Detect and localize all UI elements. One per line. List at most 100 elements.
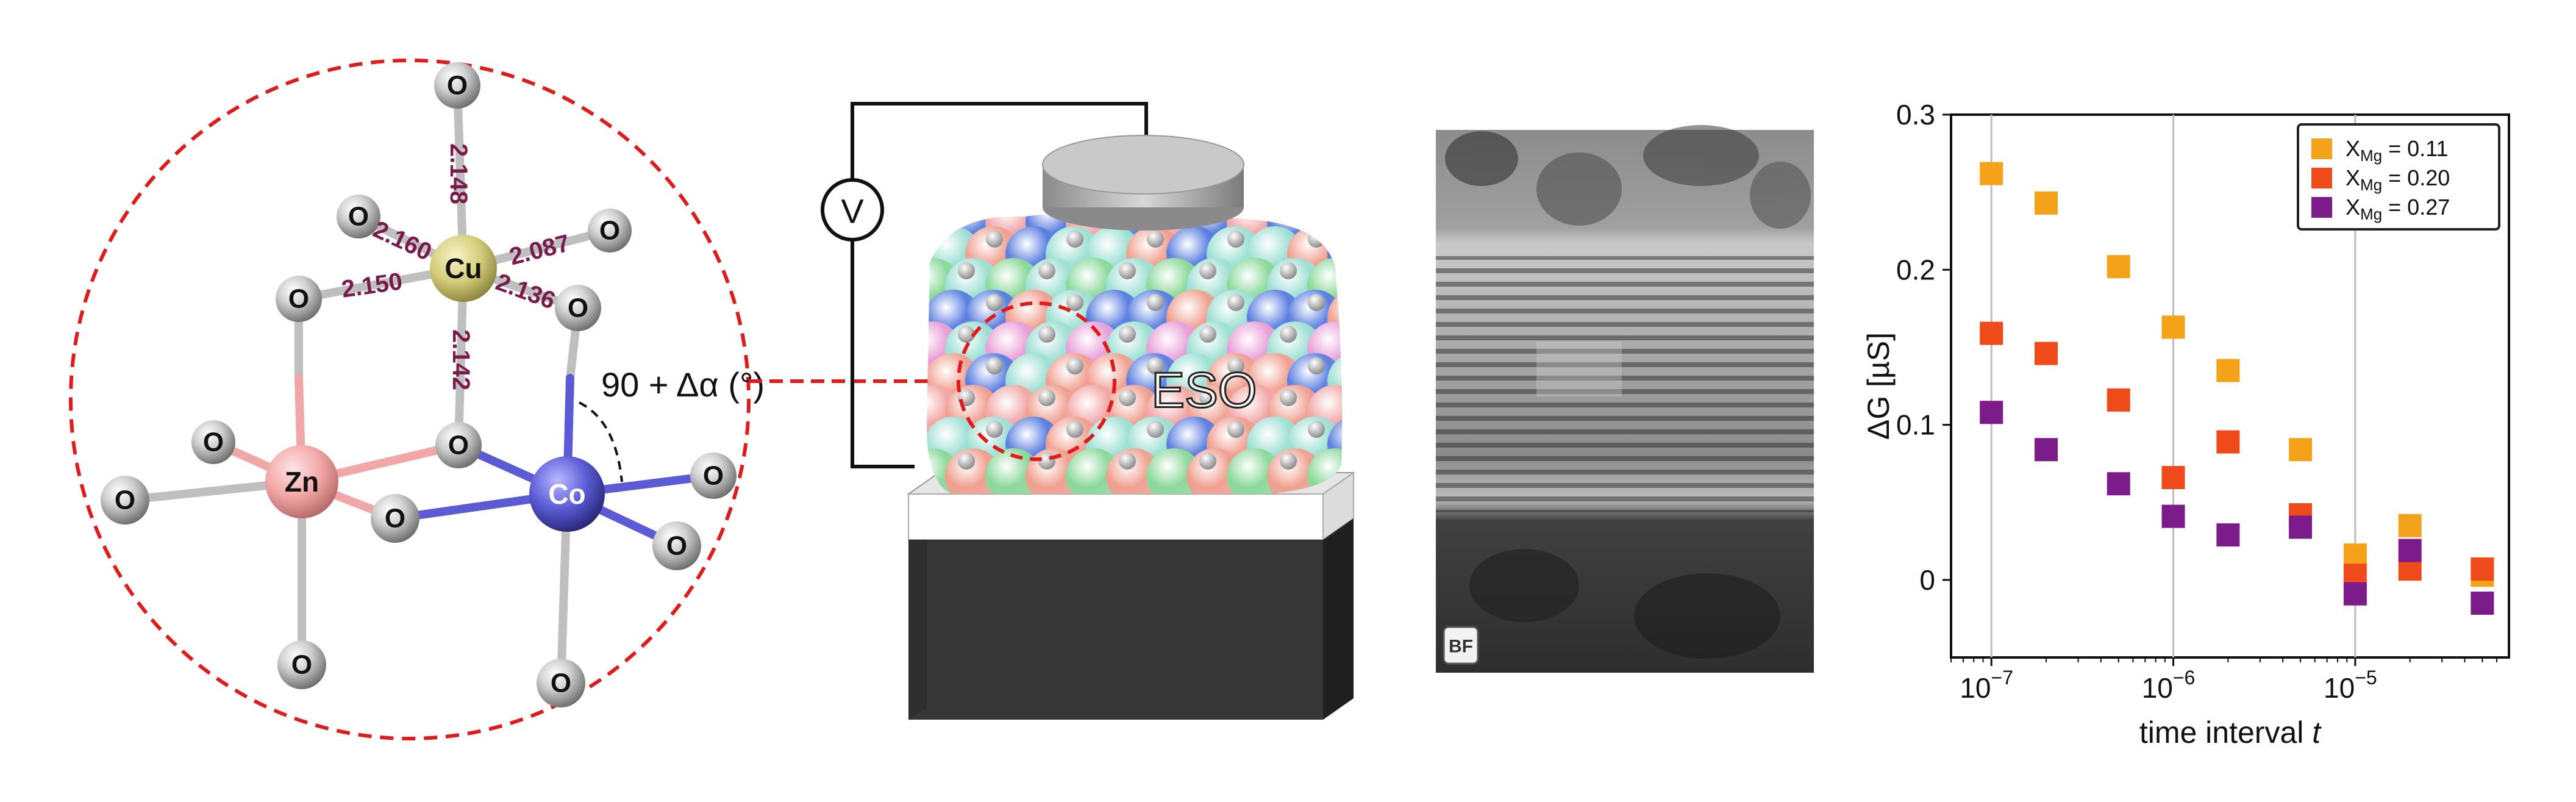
x-tick-label: 10−5 xyxy=(2324,667,2377,704)
oxygen-sphere xyxy=(1308,357,1325,374)
oxygen-atom: O xyxy=(588,209,632,252)
data-point-series-2 xyxy=(2034,342,2058,365)
oxygen-sphere xyxy=(1066,357,1083,374)
svg-text:O: O xyxy=(448,431,469,460)
oxygen-sphere xyxy=(1280,262,1297,279)
material-label: ESO xyxy=(1151,363,1257,418)
bond-length-label: 2.148 xyxy=(445,143,472,204)
lattice-sphere xyxy=(1327,226,1343,282)
data-point-series-2 xyxy=(2161,466,2185,490)
data-point-series-1 xyxy=(1980,162,2003,185)
lattice-sphere xyxy=(1066,448,1122,494)
svg-text:O: O xyxy=(385,504,405,534)
oxygen-atoms: O O O O O O O O O O O O O xyxy=(101,62,737,707)
oxygen-sphere xyxy=(958,262,975,279)
oxygen-sphere xyxy=(1147,357,1164,374)
oxygen-sphere xyxy=(1119,453,1136,470)
oxygen-atom: O xyxy=(434,62,480,109)
data-point-series-3 xyxy=(2471,592,2494,615)
svg-text:O: O xyxy=(115,485,135,515)
angle-label: 90 + Δα (°) xyxy=(601,365,765,404)
oxygen-sphere xyxy=(1227,294,1244,311)
tem-superlattice xyxy=(1436,256,1814,512)
oxygen-atom: O xyxy=(191,420,235,464)
legend-swatch xyxy=(2311,197,2332,218)
x-tick-label: 10−7 xyxy=(1960,667,2013,704)
legend-label: XMg = 0.11 xyxy=(2346,136,2449,165)
data-point-series-2 xyxy=(2471,557,2494,581)
data-point-series-3 xyxy=(2398,539,2422,562)
oxygen-sphere xyxy=(986,231,1003,248)
data-point-series-2 xyxy=(2216,430,2240,454)
oxygen-atom: O xyxy=(652,521,701,570)
svg-text:O: O xyxy=(203,428,224,457)
oxygen-sphere xyxy=(1227,357,1244,374)
oxygen-atom: O xyxy=(690,453,737,499)
oxygen-sphere xyxy=(1280,389,1297,406)
svg-text:Cu: Cu xyxy=(444,252,482,284)
data-point-series-1 xyxy=(2343,543,2367,567)
legend-box xyxy=(2297,123,2500,231)
data-point-series-3 xyxy=(2107,472,2130,496)
x-tick-label: 10−6 xyxy=(2142,667,2196,704)
voltmeter-label: V xyxy=(841,192,864,231)
data-point-series-1 xyxy=(2107,255,2130,279)
data-point-series-1 xyxy=(2398,514,2422,537)
data-point-series-1 xyxy=(2034,191,2058,215)
oxygen-sphere xyxy=(1147,231,1164,248)
cu-atom: Cu xyxy=(430,235,497,302)
data-point-series-2 xyxy=(2107,388,2130,412)
tem-dark-blobs xyxy=(1445,125,1811,659)
oxygen-atom: O xyxy=(276,276,322,322)
oxygen-sphere xyxy=(1308,421,1325,438)
oxygen-atom: O xyxy=(277,640,326,689)
bond-length-label: 2.160 xyxy=(369,216,435,266)
data-point-series-3 xyxy=(2034,438,2058,462)
oxygen-atom: O xyxy=(337,195,380,238)
oxygen-sphere xyxy=(1308,294,1325,311)
circuit-wire xyxy=(851,240,915,468)
oxygen-atom: O xyxy=(555,285,601,331)
oxygen-sphere xyxy=(1147,294,1164,311)
bond-length-label: 2.136 xyxy=(492,268,558,315)
data-point-series-1 xyxy=(2289,438,2313,462)
svg-text:O: O xyxy=(703,461,724,491)
lattice-sphere xyxy=(1227,448,1283,494)
data-point-series-1 xyxy=(2161,315,2185,339)
substrate-base xyxy=(908,540,1323,720)
oxygen-sphere xyxy=(1066,421,1083,438)
angle-arc xyxy=(579,401,623,482)
x-ticks: 10−7 10−6 10−5 xyxy=(1950,657,2498,704)
lattice-sphere xyxy=(1146,448,1202,494)
oxygen-sphere xyxy=(1280,453,1297,470)
data-point-series-3 xyxy=(2289,515,2313,539)
zoom-region-circle xyxy=(957,301,1116,461)
data-points xyxy=(1980,162,2494,615)
oxygen-sphere xyxy=(1147,421,1164,438)
svg-text:O: O xyxy=(568,293,588,323)
oxygen-sphere xyxy=(1199,262,1216,279)
oxygen-sphere xyxy=(1227,421,1244,438)
svg-text:O: O xyxy=(599,216,620,246)
bond-length-label: 2.087 xyxy=(507,230,573,271)
plot-area xyxy=(1950,113,2510,659)
y-tick-label: 0.2 xyxy=(1896,254,1935,285)
oxygen-atom: O xyxy=(101,476,149,525)
zoom-circle-border xyxy=(69,59,751,740)
y-tick-label: 0 xyxy=(1919,564,1935,596)
legend-swatch xyxy=(2311,138,2332,159)
oxygen-sphere xyxy=(1038,326,1055,343)
oxygen-sphere xyxy=(986,294,1003,311)
data-point-series-2 xyxy=(1980,321,2003,345)
oxygen-atom: O xyxy=(435,422,482,468)
svg-text:O: O xyxy=(551,668,571,698)
svg-text:Co: Co xyxy=(548,478,585,510)
svg-text:BF: BF xyxy=(1449,637,1473,657)
panel-b-device: V ESO xyxy=(821,102,1356,720)
oxygen-sphere xyxy=(1066,231,1083,248)
legend-label: XMg = 0.20 xyxy=(2346,165,2450,194)
data-point-series-3 xyxy=(2161,504,2185,528)
oxygen-sphere xyxy=(1227,231,1244,248)
panel-c-tem-image: BF xyxy=(1436,125,1814,673)
